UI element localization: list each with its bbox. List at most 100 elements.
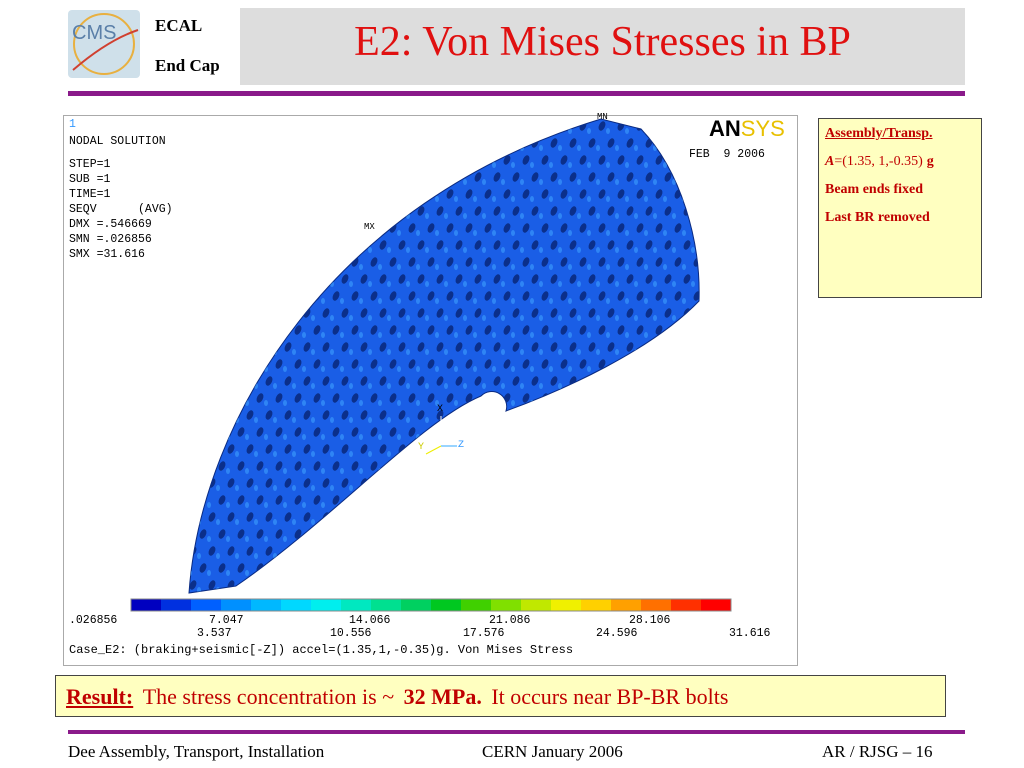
highlight	[606, 128, 610, 134]
highlight	[511, 264, 515, 270]
highlight	[701, 162, 705, 168]
hole	[512, 512, 520, 522]
highlight	[710, 383, 714, 389]
hole	[701, 409, 711, 421]
hole	[588, 308, 596, 318]
hole	[579, 189, 587, 199]
highlight	[549, 196, 553, 202]
hole	[246, 444, 254, 454]
hole	[436, 274, 444, 284]
hole	[379, 376, 387, 386]
hole	[674, 529, 682, 539]
hole	[313, 393, 321, 403]
hole	[284, 274, 292, 284]
hole	[512, 478, 520, 488]
hole	[569, 410, 577, 420]
hole	[275, 495, 283, 505]
highlight	[226, 128, 230, 134]
hole	[427, 155, 435, 165]
hole	[541, 359, 549, 369]
highlight	[577, 383, 581, 389]
highlight	[216, 179, 220, 185]
hole	[579, 495, 587, 505]
hole	[484, 189, 492, 199]
highlight	[672, 383, 676, 389]
hole	[701, 205, 711, 217]
hole	[303, 580, 311, 590]
legend-label: 24.596	[596, 627, 638, 640]
highlight	[254, 485, 258, 491]
highlight	[520, 281, 524, 287]
highlight	[682, 570, 686, 576]
hole	[598, 563, 606, 573]
highlight	[653, 213, 657, 219]
hole	[474, 444, 482, 454]
side-line: Last BR removed	[825, 210, 930, 225]
info-line: DMX =.546669	[69, 218, 152, 231]
highlight	[207, 196, 211, 202]
hole	[512, 206, 520, 216]
footer-left: Dee Assembly, Transport, Installation	[68, 742, 325, 761]
highlight	[653, 417, 657, 423]
highlight	[663, 502, 667, 508]
highlight	[359, 468, 363, 474]
highlight	[463, 451, 467, 457]
highlight	[378, 502, 382, 508]
hole	[541, 257, 549, 267]
highlight	[482, 247, 486, 253]
hole	[208, 206, 216, 216]
hole	[265, 342, 273, 352]
hole	[284, 308, 292, 318]
highlight	[558, 383, 562, 389]
highlight	[663, 366, 667, 372]
highlight	[359, 264, 363, 270]
hole	[303, 376, 311, 386]
hole	[474, 546, 482, 556]
hole	[711, 358, 721, 370]
hole	[360, 410, 368, 420]
hole	[607, 444, 615, 454]
hole	[550, 580, 558, 590]
hole	[693, 223, 700, 233]
highlight	[691, 315, 695, 321]
highlight	[530, 264, 534, 270]
highlight	[710, 417, 714, 423]
hole	[341, 478, 349, 488]
hole	[474, 172, 482, 182]
hole	[199, 461, 207, 471]
hole	[522, 563, 530, 573]
hole	[189, 410, 197, 420]
hole	[199, 359, 207, 369]
highlight	[387, 281, 391, 287]
title-bar	[240, 8, 965, 85]
highlight	[340, 366, 344, 372]
colorbar-segment	[401, 599, 432, 611]
hole	[607, 546, 615, 556]
hole	[427, 257, 435, 267]
hole	[739, 205, 749, 217]
hole	[579, 223, 587, 233]
highlight	[473, 536, 477, 542]
hole	[275, 325, 283, 335]
hole	[674, 223, 682, 233]
hole	[569, 444, 577, 454]
highlight	[682, 298, 686, 304]
hole	[474, 376, 482, 386]
highlight	[207, 264, 211, 270]
hole	[617, 223, 625, 233]
hole	[389, 563, 397, 573]
hole	[730, 494, 740, 506]
hole	[683, 444, 691, 454]
highlight	[672, 315, 676, 321]
colorbar-segment	[491, 599, 522, 611]
hole	[588, 172, 596, 182]
hole	[294, 529, 302, 539]
highlight	[549, 570, 553, 576]
highlight	[387, 349, 391, 355]
hole	[303, 410, 311, 420]
highlight	[739, 570, 743, 576]
hole	[389, 257, 397, 267]
hole	[636, 495, 644, 505]
hole	[683, 376, 691, 386]
hole	[275, 529, 283, 539]
